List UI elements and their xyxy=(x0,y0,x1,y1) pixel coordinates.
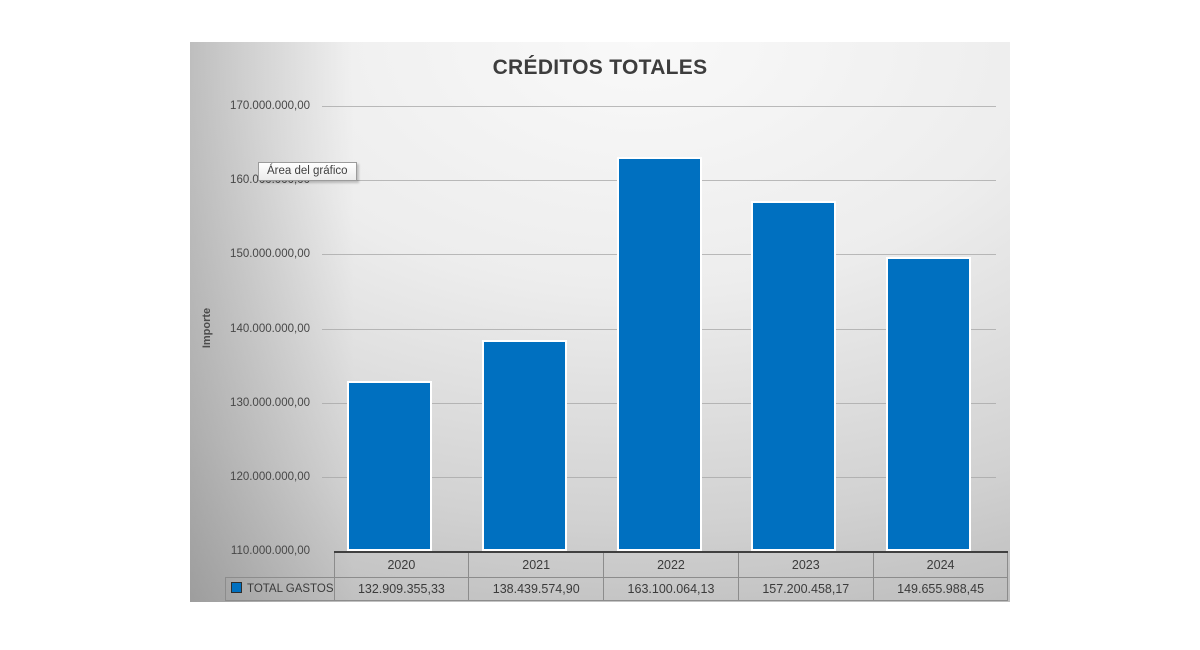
y-axis-tick-label: 170.000.000,00 xyxy=(230,100,310,112)
y-axis-tick-label: 130.000.000,00 xyxy=(230,396,310,409)
plot-area[interactable] xyxy=(322,106,996,551)
gridline xyxy=(322,106,996,107)
bar-2022[interactable] xyxy=(616,157,702,551)
value-cell-2022: 163.100.064,13 xyxy=(603,576,739,601)
value-cell-2024: 149.655.988,45 xyxy=(872,576,1009,601)
value-cell-2020: 132.909.355,33 xyxy=(333,576,470,601)
category-label-2023: 2023 xyxy=(737,551,874,578)
bar-2021[interactable] xyxy=(481,340,567,551)
table-corner-spacer xyxy=(226,552,335,577)
y-axis-tick-label: 150.000.000,00 xyxy=(230,248,310,261)
y-axis-tick-label: 120.000.000,00 xyxy=(230,470,310,483)
value-cell-2021: 138.439.574,90 xyxy=(468,576,605,601)
category-label-2022: 2022 xyxy=(603,551,739,578)
legend-series-name: TOTAL GASTOS xyxy=(247,583,334,595)
category-label-2024: 2024 xyxy=(872,551,1009,578)
value-cell-2023: 157.200.458,17 xyxy=(737,576,874,601)
chart-area[interactable]: CRÉDITOS TOTALES Importe 170.000.000,00 1… xyxy=(190,42,1010,602)
y-axis-tick-label: 140.000.000,00 xyxy=(230,322,310,335)
tooltip-text: Área del gráfico xyxy=(267,165,348,177)
chart-title[interactable]: CRÉDITOS TOTALES xyxy=(492,56,708,79)
category-label-2020: 2020 xyxy=(333,551,470,578)
legend-cell: TOTAL GASTOS xyxy=(225,576,335,601)
y-axis-tick-label: 110.000.000,00 xyxy=(230,545,310,557)
category-label-2021: 2021 xyxy=(468,551,605,578)
chart-area-tooltip: Área del gráfico xyxy=(258,162,357,181)
bar-2024[interactable] xyxy=(886,256,972,551)
bar-2023[interactable] xyxy=(751,200,837,551)
bar-2020[interactable] xyxy=(346,381,432,551)
chart-data-table[interactable]: 2020 2021 2022 2023 2024 TOTAL GASTOS 132.909.… xyxy=(225,551,1009,601)
legend-swatch-icon xyxy=(231,582,242,593)
